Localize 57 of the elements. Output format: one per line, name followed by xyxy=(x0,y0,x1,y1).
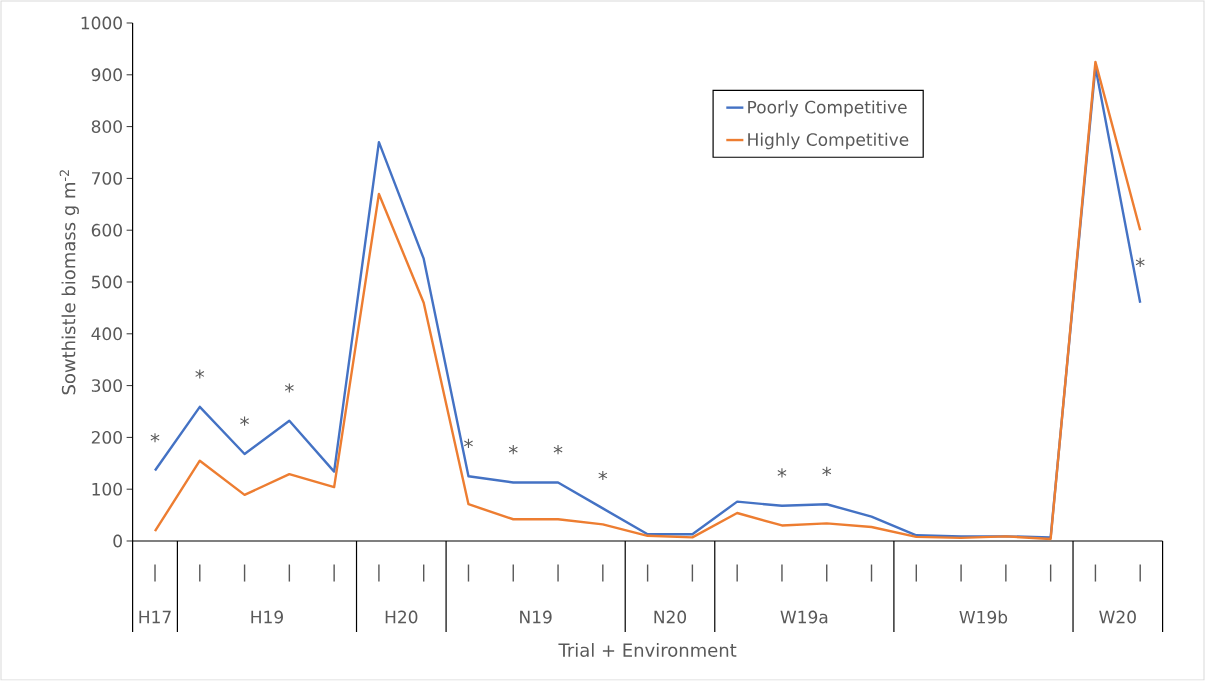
text: W19b xyxy=(959,610,1008,624)
text: N20 xyxy=(654,610,687,624)
x-tick-label: | xyxy=(1005,564,1007,582)
y-tick-label: 0 xyxy=(113,534,122,548)
x-tick-label: | xyxy=(826,564,828,582)
x-tick-label: | xyxy=(781,564,783,582)
x-tick-label: | xyxy=(467,564,470,582)
annotation: * xyxy=(777,468,787,478)
annotation: * xyxy=(284,383,294,393)
x-tick-label: | xyxy=(646,564,649,582)
annotation: * xyxy=(1135,257,1145,267)
annotation: * xyxy=(150,433,160,443)
x-tick-label: | xyxy=(1139,564,1141,582)
annotation: * xyxy=(598,470,608,481)
x-tick-label: | xyxy=(602,564,604,582)
text: H17 xyxy=(139,610,171,624)
y-tick-label: 1000 xyxy=(81,16,122,30)
x-tick-label: | xyxy=(691,564,694,582)
y-tick-label: 500 xyxy=(91,275,122,289)
text: W19a xyxy=(780,610,828,624)
x-tick-label: | xyxy=(960,564,962,582)
annotation: * xyxy=(822,466,832,476)
x-tick-label: | xyxy=(199,564,201,582)
y-tick-label: 600 xyxy=(91,223,122,237)
text: H19 xyxy=(251,610,283,624)
x-axis-title: Trial + Environment xyxy=(558,643,737,657)
annotation: * xyxy=(240,416,249,426)
legend-label: Poorly Competitive xyxy=(748,100,907,117)
y-tick-label: 400 xyxy=(91,327,122,341)
annotation: * xyxy=(195,369,205,379)
y-tick-label: 800 xyxy=(91,120,122,134)
x-tick-label: | xyxy=(1049,564,1052,582)
y-tick-label: 900 xyxy=(91,68,122,82)
legend-label: Highly Competitive xyxy=(748,132,909,150)
x-tick-label: | xyxy=(333,564,335,582)
x-tick-label: | xyxy=(557,564,559,582)
x-tick-label: | xyxy=(378,564,380,582)
y-tick-label: 200 xyxy=(91,430,122,444)
text: N19 xyxy=(520,610,552,624)
text: W20 xyxy=(1099,610,1136,624)
y-tick-label: 700 xyxy=(92,171,122,185)
text: H20 xyxy=(385,610,418,624)
x-tick-label: | xyxy=(1094,564,1097,582)
x-tick-label: | xyxy=(512,564,514,582)
annotation: * xyxy=(464,438,473,448)
x-tick-label: | xyxy=(154,564,156,582)
y-axis-title: Sowthistle biomass g m$^{-2}$ xyxy=(59,170,79,395)
x-tick-label: | xyxy=(243,564,246,582)
annotation: * xyxy=(553,445,563,455)
x-tick-label: | xyxy=(736,564,738,582)
x-tick-label: | xyxy=(422,564,425,582)
x-tick-label: | xyxy=(288,564,291,582)
annotation: * xyxy=(508,445,518,455)
y-tick-label: 100 xyxy=(92,482,122,496)
x-tick-label: | xyxy=(870,564,873,582)
y-tick-label: 300 xyxy=(91,379,122,393)
x-tick-label: | xyxy=(915,564,918,582)
